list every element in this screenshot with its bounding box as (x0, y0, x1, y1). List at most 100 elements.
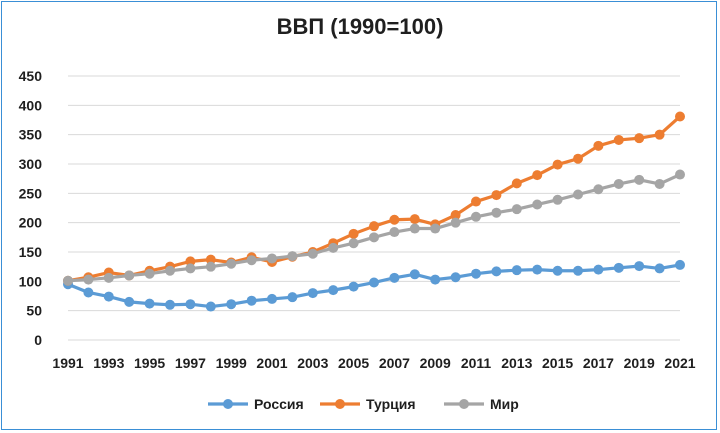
y-tick-label: 0 (34, 332, 42, 348)
legend-item: Мир (444, 396, 519, 412)
x-axis-ticks: 1991 1993 1995 1997 1999 2001 2003 2005 2007 2009… (52, 355, 695, 371)
series-3 (63, 169, 685, 286)
data-point (103, 291, 114, 302)
data-point (369, 221, 379, 232)
data-point (369, 232, 379, 243)
data-point (389, 272, 400, 283)
data-point (409, 223, 420, 234)
x-tick-label: 2003 (297, 355, 328, 371)
x-tick-label: 2015 (542, 355, 573, 371)
legend-marker (223, 399, 233, 409)
data-point (634, 133, 645, 144)
x-tick-label: 2013 (501, 355, 532, 371)
x-tick-label: 2021 (664, 355, 695, 371)
data-point (613, 262, 624, 273)
gridlines (68, 75, 680, 341)
data-point (430, 223, 441, 234)
legend-label: Россия (254, 396, 304, 412)
data-point (389, 227, 400, 238)
data-point (613, 178, 624, 189)
data-point (450, 210, 461, 221)
x-tick-label: 2005 (338, 355, 369, 371)
data-point (409, 214, 420, 225)
data-point (613, 134, 624, 145)
data-point (409, 269, 420, 280)
data-point (144, 298, 155, 309)
data-point (654, 178, 665, 189)
data-point (593, 140, 604, 151)
data-point (165, 299, 175, 310)
data-point (450, 217, 461, 228)
data-point (124, 296, 135, 307)
data-point (593, 264, 604, 275)
data-point (205, 301, 216, 312)
data-point (532, 264, 543, 275)
data-point (634, 261, 645, 272)
data-point (246, 255, 257, 266)
legend-marker (459, 399, 469, 409)
legend: Россия Турция Мир (208, 396, 519, 412)
legend-item: Турция (320, 396, 416, 412)
x-tick-label: 1997 (175, 355, 206, 371)
legend-marker (335, 399, 345, 409)
data-point (144, 268, 155, 279)
x-tick-label: 1999 (216, 355, 247, 371)
data-point (552, 159, 563, 170)
data-point (369, 277, 379, 288)
data-point (675, 169, 685, 180)
data-point (573, 189, 583, 200)
data-point (491, 190, 502, 201)
series-group (63, 111, 685, 312)
x-tick-label: 2007 (379, 355, 410, 371)
data-point (511, 204, 522, 215)
data-point (267, 293, 277, 304)
x-tick-label: 1993 (93, 355, 124, 371)
x-tick-label: 2009 (420, 355, 451, 371)
data-point (348, 228, 359, 239)
data-point (654, 129, 665, 140)
y-tick-label: 150 (19, 244, 43, 260)
legend-label: Турция (366, 396, 416, 412)
data-point (471, 211, 481, 222)
data-point (593, 184, 604, 195)
y-tick-label: 400 (19, 97, 43, 113)
data-point (471, 196, 481, 207)
data-point (675, 111, 685, 122)
data-point (83, 274, 94, 285)
data-point (205, 261, 216, 272)
data-point (328, 242, 339, 253)
x-tick-label: 1995 (134, 355, 165, 371)
data-point (471, 268, 481, 279)
data-point (267, 253, 277, 264)
data-point (165, 265, 175, 276)
data-point (389, 214, 400, 225)
data-point (328, 285, 339, 296)
data-point (552, 194, 563, 205)
data-point (103, 272, 114, 283)
y-axis-ticks: 0 50 100 150 200 250 300 350 400 450 (19, 68, 43, 348)
data-point (226, 258, 237, 269)
y-tick-label: 450 (19, 68, 43, 84)
data-point (573, 153, 583, 164)
data-point (287, 251, 298, 262)
x-tick-label: 1991 (52, 355, 83, 371)
data-point (511, 178, 522, 189)
data-point (205, 254, 216, 265)
data-point (634, 174, 645, 185)
y-tick-label: 300 (19, 156, 43, 172)
chart-title: ВВП (1990=100) (276, 14, 444, 39)
series-2 (63, 111, 685, 286)
data-point (226, 299, 237, 310)
x-tick-label: 2019 (624, 355, 655, 371)
data-point (83, 287, 94, 298)
data-point (185, 299, 196, 310)
series-line (67, 115, 682, 283)
data-point (450, 272, 461, 283)
x-tick-label: 2017 (583, 355, 614, 371)
data-point (532, 170, 543, 181)
legend-label: Мир (490, 396, 519, 412)
data-point (287, 292, 298, 303)
data-point (430, 274, 441, 285)
